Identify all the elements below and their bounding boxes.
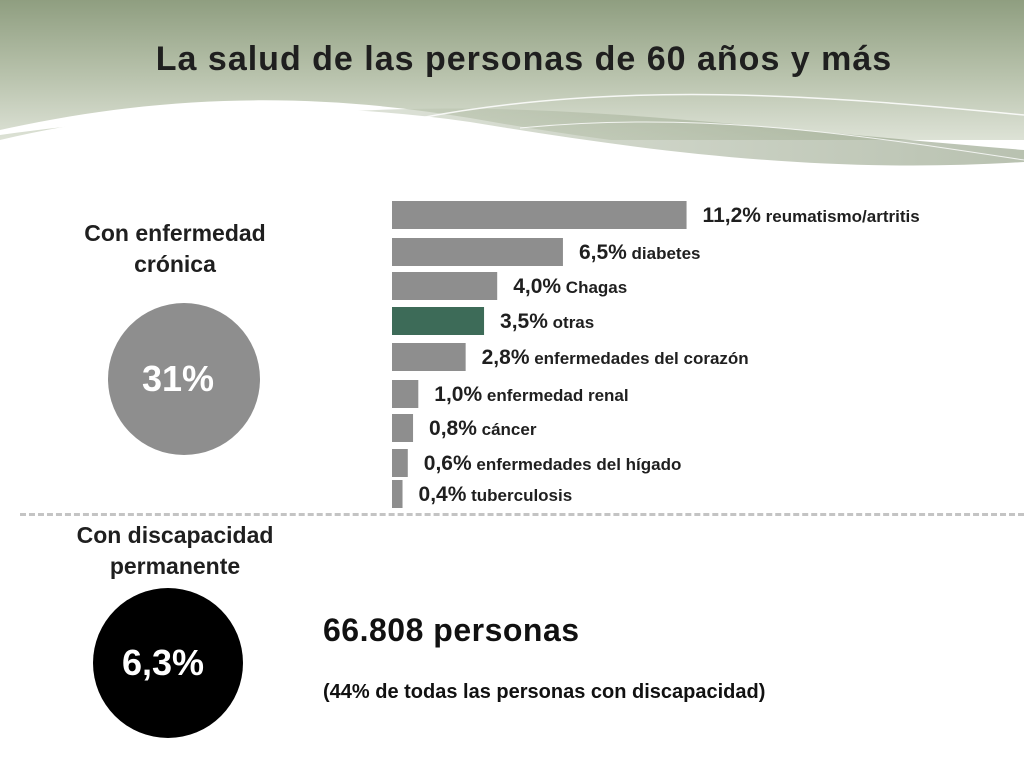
- bar-category-label-0: reumatismo/artritis: [761, 207, 920, 226]
- bar-label-5: 1,0% enfermedad renal: [434, 383, 628, 406]
- chronic-percent-circle: 31%: [108, 303, 260, 455]
- bar-category-label-8: tuberculosis: [466, 486, 572, 505]
- chronic-disease-label: Con enfermedad crónica: [40, 218, 310, 280]
- bar-6: [392, 414, 414, 442]
- bar-category-label-4: enfermedades del corazón: [530, 349, 749, 368]
- bar-value-label-2: 4,0%: [513, 275, 561, 298]
- disability-people-count: 66.808 personas: [323, 612, 580, 648]
- bar-label-2: 4,0% Chagas: [513, 275, 627, 298]
- bar-category-label-6: cáncer: [477, 420, 537, 439]
- bar-7: [392, 449, 408, 477]
- disability-percent-value: 6,3%: [121, 642, 205, 683]
- bar-label-0: 11,2% reumatismo/artritis: [703, 204, 920, 227]
- bar-value-label-4: 2,8%: [482, 346, 530, 369]
- chronic-percent-value: 31%: [141, 358, 215, 399]
- bar-category-label-3: otras: [548, 313, 594, 332]
- bar-label-6: 0,8% cáncer: [429, 417, 537, 440]
- bar-label-8: 0,4% tuberculosis: [419, 483, 573, 506]
- bar-category-label-7: enfermedades del hígado: [472, 455, 682, 474]
- section-divider: [20, 513, 1024, 516]
- bar-0: [392, 201, 687, 229]
- bar-label-3: 3,5% otras: [500, 310, 594, 333]
- bar-2: [392, 272, 498, 300]
- slide-title: La salud de las personas de 60 años y má…: [155, 40, 893, 78]
- bar-label-1: 6,5% diabetes: [579, 241, 701, 264]
- bar-value-label-5: 1,0%: [434, 383, 482, 406]
- disability-label: Con discapacidad permanente: [40, 520, 310, 582]
- disability-share-note: (44% de todas las personas con discapaci…: [323, 681, 766, 703]
- bar-8: [392, 480, 403, 508]
- bar-label-4: 2,8% enfermedades del corazón: [482, 346, 749, 369]
- chronic-label-line1: Con enfermedad: [84, 220, 266, 246]
- bar-value-label-3: 3,5%: [500, 310, 548, 333]
- bar-label-7: 0,6% enfermedades del hígado: [424, 452, 682, 475]
- bar-5: [392, 380, 419, 408]
- disability-label-line1: Con discapacidad: [76, 522, 274, 548]
- bar-4: [392, 343, 466, 371]
- chronic-label-line2: crónica: [134, 251, 216, 277]
- bar-value-label-1: 6,5%: [579, 241, 627, 264]
- bar-value-label-0: 11,2%: [703, 204, 762, 227]
- disability-percent-circle: 6,3%: [93, 588, 243, 738]
- bar-category-label-2: Chagas: [561, 278, 627, 297]
- bar-value-label-6: 0,8%: [429, 417, 477, 440]
- bar-value-label-7: 0,6%: [424, 452, 472, 475]
- bar-3: [392, 307, 485, 335]
- bar-1: [392, 238, 563, 266]
- header-background: [0, 0, 1024, 200]
- disability-label-line2: permanente: [109, 553, 241, 579]
- bar-category-label-5: enfermedad renal: [482, 386, 628, 405]
- bar-value-label-8: 0,4%: [419, 483, 467, 506]
- bar-category-label-1: diabetes: [627, 244, 701, 263]
